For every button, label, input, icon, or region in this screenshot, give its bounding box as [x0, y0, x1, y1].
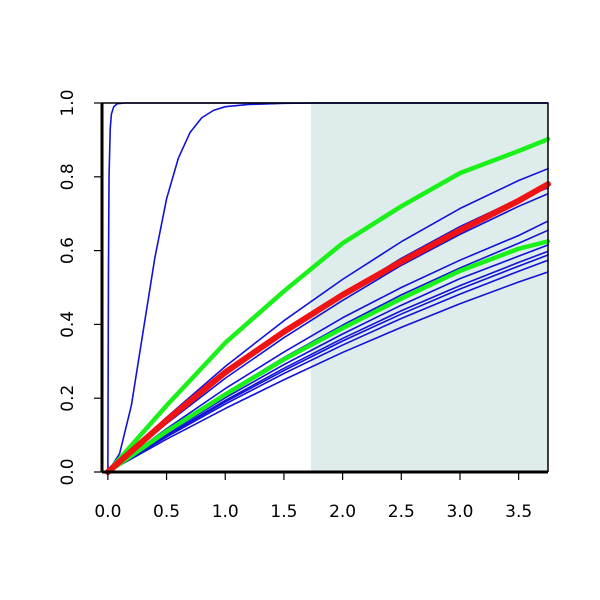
x-tick-label: 1.5 — [270, 502, 297, 522]
x-tick-label: 0.5 — [153, 502, 180, 522]
x-tick-label: 0.0 — [94, 502, 121, 522]
series-line-6 — [107, 220, 549, 473]
series-line-5 — [107, 167, 549, 473]
y-tick-label: 0.4 — [58, 311, 78, 338]
y-tick-label: 0.8 — [58, 163, 78, 190]
y-tick-label: 0.0 — [58, 458, 78, 485]
x-tick-label: 1.0 — [212, 502, 239, 522]
series-line-10 — [107, 254, 549, 473]
plot-frame — [100, 102, 549, 474]
series-line-9 — [107, 250, 549, 473]
x-tick-label: 2.0 — [329, 502, 356, 522]
series-line-14 — [105, 239, 551, 475]
series-line-13 — [105, 136, 551, 475]
series-line-15 — [104, 181, 551, 475]
series-layer — [104, 102, 551, 475]
x-tick-label: 2.5 — [388, 502, 415, 522]
y-tick-label: 0.6 — [58, 237, 78, 264]
x-axis: 0.0 0.5 1.0 1.5 2.0 2.5 3.0 3.5 — [94, 472, 532, 522]
y-tick-label: 1.0 — [58, 89, 78, 116]
x-tick-label: 3.0 — [446, 502, 473, 522]
y-axis: 0.0 0.2 0.4 0.6 0.8 1.0 — [58, 89, 102, 486]
y-tick-label: 0.2 — [58, 385, 78, 412]
series-line-11 — [107, 259, 549, 473]
series-line-12 — [107, 271, 549, 473]
x-tick-label: 3.5 — [505, 502, 532, 522]
series-line-3 — [107, 192, 549, 473]
